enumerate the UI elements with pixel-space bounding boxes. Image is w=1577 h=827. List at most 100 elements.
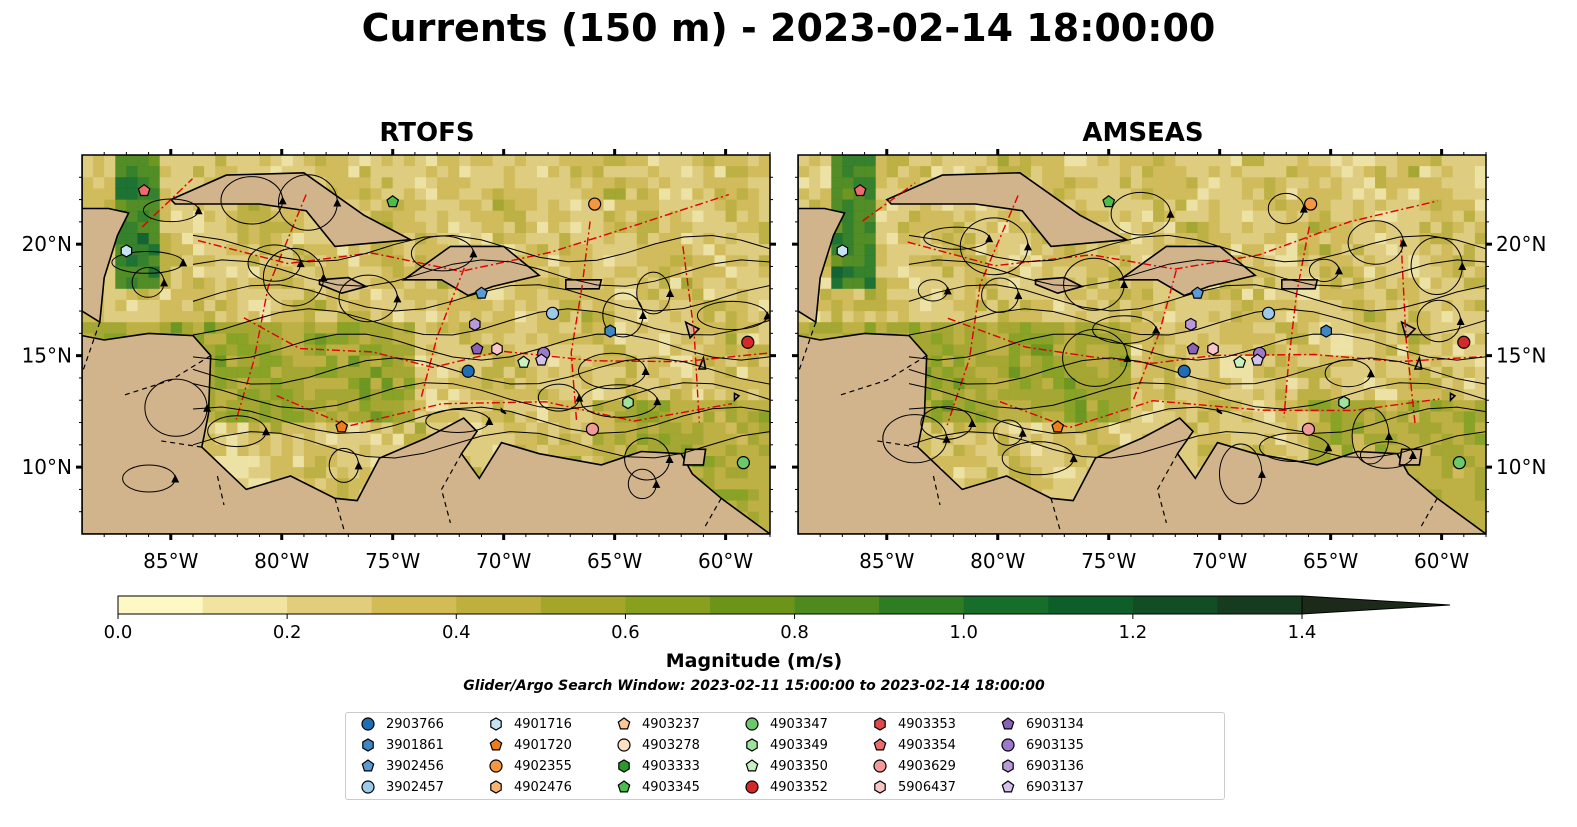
colorbar-segment: [1048, 596, 1134, 614]
legend-item-6903136: 6903136: [1000, 756, 1084, 776]
legend-label: 4903278: [642, 737, 700, 753]
float-marker-5906437[interactable]: [491, 342, 503, 356]
float-marker-4903629[interactable]: [1301, 422, 1316, 436]
eez-boundary: [1400, 239, 1416, 427]
map-panel-rtofs[interactable]: 85°W 80°W 75°W 70°W 65°W 60°W 20°N 15°N 10°N: [22, 149, 776, 573]
lon-tick-label: 65°W: [587, 549, 642, 573]
streamline: [192, 406, 770, 434]
float-marker-4903629[interactable]: [585, 422, 600, 436]
legend-marker-icon: [618, 759, 630, 773]
colorbar-segment: [710, 596, 796, 614]
legend-label: 4903349: [770, 737, 828, 753]
legend-marker-icon: [617, 780, 631, 793]
float-marker-6903137[interactable]: [1250, 353, 1264, 366]
float-marker-4901716[interactable]: [120, 244, 133, 258]
float-marker-4902355[interactable]: [588, 197, 602, 211]
border-line: [121, 355, 212, 397]
eez-boundary: [197, 193, 730, 273]
float-marker-6903134[interactable]: [1186, 342, 1200, 355]
legend-marker-icon: [745, 759, 759, 772]
streamline-arrow: [1120, 280, 1129, 289]
land: [682, 448, 707, 466]
streamline: [192, 431, 770, 459]
panel-title-amseas: AMSEAS: [1082, 118, 1204, 148]
border-line: [932, 475, 941, 506]
lon-tick-label: 60°W: [698, 549, 753, 573]
float-marker-4903349[interactable]: [622, 395, 634, 410]
legend-marker-icon: [874, 717, 886, 731]
legend-label: 6903135: [1026, 737, 1084, 753]
legend-item-6903134: 6903134: [1000, 714, 1084, 734]
colorbar-segment: [118, 596, 204, 614]
float-marker-4903347[interactable]: [1452, 456, 1466, 470]
float-marker-4903352[interactable]: [741, 335, 755, 349]
legend-item-4903353: 4903353: [872, 714, 956, 734]
colorbar-segment: [456, 596, 542, 614]
float-marker-4901720[interactable]: [335, 420, 349, 433]
legend-label: 4903353: [898, 716, 956, 732]
float-marker-4903352[interactable]: [1457, 335, 1471, 349]
legend-item-4903237: 4903237: [616, 714, 700, 734]
land: [565, 279, 603, 290]
streamline-arrow: [469, 249, 478, 258]
float-marker-4903347[interactable]: [736, 456, 750, 470]
legend-item-6903135: 6903135: [1000, 735, 1084, 755]
float-marker-3901861[interactable]: [1320, 324, 1333, 338]
float-marker-2903766[interactable]: [1177, 364, 1191, 378]
streamline-arrow: [1014, 291, 1023, 300]
streamline-arrow: [638, 310, 647, 319]
streamline: [192, 357, 770, 385]
streamline-arrow: [968, 418, 977, 427]
float-marker-4903354[interactable]: [137, 183, 151, 197]
lon-tick-label: 80°W: [254, 549, 309, 573]
float-marker-5906437[interactable]: [1207, 342, 1219, 356]
legend-item-4903352: 4903352: [744, 777, 828, 797]
legend-marker-icon: [874, 780, 886, 794]
legend-label: 4903352: [770, 779, 828, 795]
lat-tick-label: 15°N: [22, 344, 72, 368]
float-marker-4903345[interactable]: [1102, 195, 1116, 208]
legend-marker-icon: [873, 738, 887, 751]
legend-marker-icon: [746, 738, 758, 752]
eez-boundary: [570, 221, 591, 423]
float-marker-4903345[interactable]: [386, 195, 400, 208]
lon-tick-label: 75°W: [365, 549, 420, 573]
colorbar-tick-label: 1.4: [1287, 622, 1317, 643]
map-figure: 85°W 80°W 75°W 70°W 65°W 60°W 20°N 15°N 10°N 85°…: [22, 149, 1546, 573]
float-marker-4903350[interactable]: [1233, 355, 1247, 368]
colorbar-frame: [117, 595, 1303, 615]
legend-item-4903349: 4903349: [744, 735, 828, 755]
border-line: [837, 355, 928, 397]
float-marker-6903137[interactable]: [534, 353, 548, 366]
float-marker-3902456[interactable]: [475, 286, 488, 299]
float-marker-4901720[interactable]: [1051, 420, 1065, 433]
streamline-arrow: [160, 278, 169, 287]
float-marker-4903354[interactable]: [853, 183, 867, 197]
float-marker-3902457[interactable]: [545, 306, 560, 320]
land: [885, 171, 1130, 248]
float-marker-6903134[interactable]: [470, 342, 484, 355]
streamline: [192, 234, 770, 263]
legend-marker-icon: [490, 717, 502, 731]
colorbar-segment: [794, 596, 880, 614]
legend-label: 4901720: [514, 737, 572, 753]
float-marker-6903136[interactable]: [1184, 317, 1197, 332]
float-marker-3901861[interactable]: [604, 324, 617, 338]
float-marker-3902457[interactable]: [1261, 306, 1276, 320]
streamline-arrow: [1334, 266, 1343, 275]
float-marker-6903136[interactable]: [469, 317, 481, 332]
float-marker-4901716[interactable]: [836, 244, 849, 258]
float-marker-4902355[interactable]: [1304, 197, 1318, 211]
land: [169, 171, 414, 248]
float-marker-4903349[interactable]: [1338, 395, 1350, 410]
legend-label: 4903350: [770, 758, 828, 774]
float-marker-2903766[interactable]: [461, 364, 475, 378]
legend-label: 4903345: [642, 779, 700, 795]
float-marker-3902456[interactable]: [1191, 286, 1204, 299]
streamline: [908, 234, 1486, 263]
streamline-arrow: [179, 258, 188, 267]
map-panel-amseas[interactable]: 85°W 80°W 75°W 70°W 65°W 60°W 20°N 15°N 10°N: [792, 149, 1546, 573]
streamline: [192, 259, 770, 287]
lon-tick-label: 75°W: [1081, 549, 1136, 573]
float-marker-4903350[interactable]: [517, 355, 531, 368]
